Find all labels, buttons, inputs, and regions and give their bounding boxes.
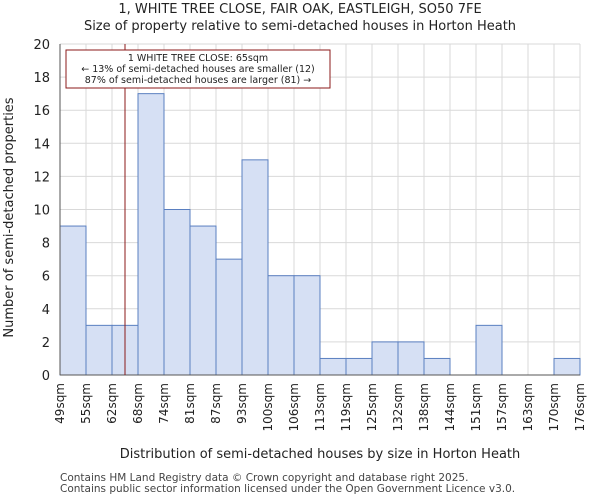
x-tick-label: 176sqm — [573, 383, 587, 431]
x-tick-label: 106sqm — [287, 383, 301, 431]
bar — [267, 275, 295, 376]
x-axis-title: Distribution of semi-detached houses by … — [120, 447, 521, 462]
bar — [319, 357, 347, 376]
bar — [163, 209, 191, 376]
x-tick-label: 119sqm — [339, 383, 353, 431]
y-axis-title: Number of semi-detached properties — [2, 97, 17, 337]
y-tick-label: 16 — [33, 104, 50, 119]
y-tick-label: 8 — [42, 237, 50, 252]
y-tick-label: 20 — [33, 38, 50, 53]
bar — [137, 93, 165, 376]
x-tick-label: 55sqm — [79, 383, 93, 424]
labels-layer: 0 2 4 6 8 10 12 14 16 18 20 49sqm 55sqm 62sqm 68sqm 74s… — [2, 38, 587, 462]
axes-layer — [59, 44, 580, 376]
chart-subtitle: Size of property relative to semi-detach… — [83, 19, 517, 34]
y-tick-label: 4 — [42, 303, 50, 318]
y-tick-label: 12 — [33, 170, 50, 185]
bar — [293, 275, 321, 376]
x-tick-label: 49sqm — [53, 383, 67, 424]
x-tick-label: 125sqm — [365, 383, 379, 431]
bar — [397, 341, 425, 376]
footer-attribution: Contains HM Land Registry data © Crown c… — [60, 473, 515, 495]
bar — [475, 324, 503, 376]
y-tick-label: 10 — [33, 204, 50, 219]
annotation-box — [65, 49, 331, 89]
x-tick-label: 113sqm — [313, 383, 327, 431]
footer-line-1: Contains HM Land Registry data © Crown c… — [60, 472, 469, 484]
x-tick-label: 68sqm — [131, 383, 145, 424]
bar — [345, 357, 373, 376]
y-tick-label: 0 — [42, 369, 50, 384]
x-tick-label: 132sqm — [391, 383, 405, 431]
bar — [215, 258, 243, 376]
chart-title: 1, WHITE TREE CLOSE, FAIR OAK, EASTLEIGH… — [118, 2, 482, 17]
bar — [241, 159, 269, 376]
x-tick-label: 87sqm — [209, 383, 223, 424]
x-tick-label: 157sqm — [495, 383, 509, 431]
x-tick-label: 93sqm — [235, 383, 249, 424]
bar — [423, 357, 451, 376]
footer-line-2: Contains public sector information licen… — [60, 483, 516, 495]
bar — [189, 225, 217, 376]
y-tick-label: 2 — [42, 336, 50, 351]
y-tick-label: 18 — [33, 71, 50, 86]
bars-layer — [59, 93, 581, 376]
annotation-text: 1 WHITE TREE CLOSE: 65sqm — [128, 53, 268, 64]
marker-layer: 1 WHITE TREE CLOSE: 65sqm← 13% of semi-d… — [65, 44, 331, 375]
x-tick-label: 74sqm — [157, 383, 171, 424]
x-tick-label: 163sqm — [521, 383, 535, 431]
bar — [59, 225, 87, 376]
bar — [553, 357, 581, 376]
annotation-text: 87% of semi-detached houses are larger (… — [85, 75, 312, 86]
x-tick-label: 81sqm — [183, 383, 197, 424]
x-tick-label: 100sqm — [261, 383, 275, 431]
y-tick-label: 6 — [42, 270, 50, 285]
x-tick-label: 62sqm — [105, 383, 119, 424]
x-tick-label: 144sqm — [443, 383, 457, 431]
bar — [85, 324, 113, 376]
bar — [371, 341, 399, 376]
annotation-text: ← 13% of semi-detached houses are smalle… — [81, 64, 315, 75]
x-tick-label: 138sqm — [417, 383, 431, 431]
x-tick-label: 170sqm — [547, 383, 561, 431]
x-tick-label: 151sqm — [469, 383, 483, 431]
y-tick-label: 14 — [33, 137, 50, 152]
